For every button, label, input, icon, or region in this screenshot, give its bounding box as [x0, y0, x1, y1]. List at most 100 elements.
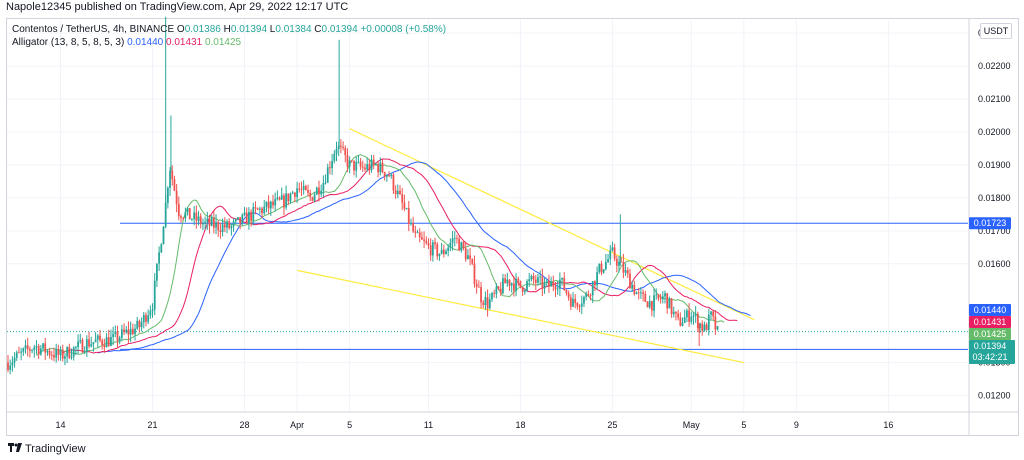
open-label: O [176, 24, 185, 35]
candle-body [359, 161, 362, 167]
candle-body [206, 218, 209, 222]
candle-body [272, 201, 274, 206]
alligator-legend[interactable]: Alligator (13, 8, 5, 8, 5, 3) 0.01440 0.… [12, 37, 241, 49]
candle-body [587, 293, 590, 296]
candle-body [239, 217, 242, 224]
candle-body [228, 221, 231, 229]
candle-body [22, 348, 25, 352]
candle-body [631, 284, 634, 289]
candle-body [278, 197, 281, 200]
y-tick-label: 0.01600 [978, 259, 1011, 269]
candle-body [289, 193, 292, 202]
candle-body [407, 208, 410, 224]
trendline[interactable] [296, 269, 744, 364]
candle-body [57, 348, 60, 355]
candle-body [285, 193, 288, 208]
horizontal-level-price-label [969, 217, 1011, 230]
candle-body [208, 218, 211, 226]
candle-body [13, 357, 16, 363]
candle-body [326, 167, 329, 183]
candle-body [418, 232, 421, 238]
candle-body [202, 223, 204, 225]
candle-body [484, 297, 487, 306]
candle-body [635, 292, 638, 295]
footer-brand[interactable]: TradingView [8, 441, 86, 457]
candle-body [123, 329, 125, 333]
candle-body [368, 164, 371, 171]
symbol-legend[interactable]: Contentos / TetherUS, 4h, BINANCE O0.013… [12, 24, 446, 36]
candle-body [313, 194, 316, 201]
candle-body [309, 192, 312, 198]
candle-body [648, 301, 651, 308]
candle-body [491, 293, 493, 300]
candle-body [681, 322, 684, 326]
candle-body [686, 310, 688, 318]
candle-body [250, 211, 252, 221]
candle-body [11, 362, 14, 366]
candle-body [96, 335, 99, 340]
candle-body [548, 280, 550, 287]
candle-body [383, 172, 386, 177]
candle-body [567, 293, 570, 298]
candle-body [447, 247, 450, 252]
y-tick-label: 0.01800 [978, 193, 1011, 203]
x-tick-label: Apr [290, 420, 304, 430]
candle-body [403, 202, 406, 209]
candle-body [640, 292, 642, 294]
candle-body [506, 279, 509, 284]
y-tick-label: 0.02000 [978, 127, 1011, 137]
alligator-jaw-price-label [969, 304, 1011, 316]
candle-body [528, 279, 531, 282]
candle-body [99, 335, 101, 341]
candle-body [302, 186, 305, 190]
candle-body [629, 273, 631, 289]
candle-body [668, 298, 671, 309]
candle-body [653, 295, 655, 311]
candle-body [269, 201, 272, 209]
candle-body [88, 339, 90, 347]
alligator-teeth-line [62, 158, 738, 354]
candle-body [372, 159, 375, 165]
change-value: +0.00008 (+0.58%) [360, 24, 447, 35]
trendline[interactable] [349, 128, 755, 321]
candle-body [394, 190, 397, 195]
candle-body [523, 290, 526, 292]
candle-body [661, 296, 664, 300]
candle-body [423, 239, 425, 241]
publish-header: Napole12345 published on TradingView.com… [6, 1, 349, 13]
candle-body [304, 186, 307, 191]
candle-body [223, 224, 226, 228]
candle-body [421, 237, 423, 240]
candle-body [701, 323, 704, 331]
candle-body [153, 280, 156, 310]
candle-body [283, 195, 285, 208]
candle-body [46, 350, 49, 353]
candle-body [410, 223, 412, 224]
candle-body [348, 160, 351, 167]
candle-body [442, 249, 445, 255]
candle-body [357, 161, 360, 163]
candle-body [493, 293, 496, 294]
y-tick-label: 0.01700 [978, 226, 1011, 236]
candle-body [59, 349, 62, 355]
candle-body [622, 261, 625, 273]
x-tick-label: 21 [148, 420, 158, 430]
candle-body [92, 342, 95, 345]
candle-body [212, 218, 215, 228]
currency-badge[interactable]: USDT [980, 23, 1012, 39]
candle-body [375, 163, 377, 165]
candle-body [339, 145, 342, 148]
candle-body [425, 240, 428, 243]
candle-body [74, 346, 77, 348]
candle-body [162, 226, 165, 245]
candle-body [33, 347, 36, 350]
candle-body [502, 278, 504, 294]
candle-body [696, 313, 699, 329]
candle-body [460, 242, 463, 251]
candle-body [210, 218, 213, 226]
current-price-label [969, 340, 1015, 364]
candle-body [31, 349, 33, 351]
candle-body [129, 328, 132, 335]
x-tick-label: 5 [347, 420, 352, 430]
